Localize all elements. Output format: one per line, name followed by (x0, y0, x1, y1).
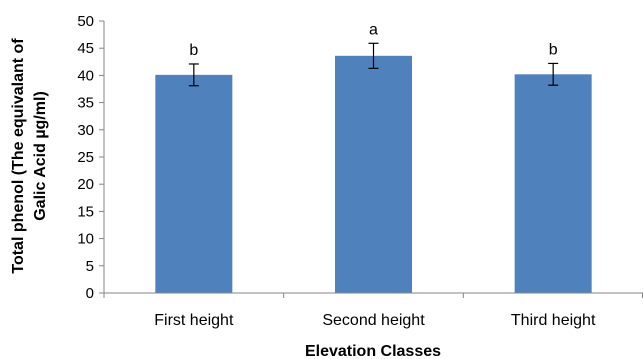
y-tick-label: 15 (77, 203, 94, 220)
y-tick-label: 35 (77, 95, 94, 112)
y-tick-label: 5 (86, 258, 94, 275)
significance-labels: b a b (189, 21, 557, 59)
y-tick-label: 30 (77, 122, 94, 139)
y-tick-label: 40 (77, 67, 94, 84)
y-axis-title-line-1: Total phenol (The equivalant of (10, 38, 27, 274)
significance-letter: a (369, 21, 378, 38)
y-axis-title: Total phenol (The equivalant of Galic Ac… (10, 38, 49, 274)
y-axis-ticks: 0 5 10 15 20 25 30 35 40 45 50 (77, 13, 104, 302)
y-tick-label: 20 (77, 176, 94, 193)
y-tick-label: 25 (77, 149, 94, 166)
x-category-label: Third height (511, 312, 596, 329)
significance-letter: b (549, 41, 558, 58)
x-category-label: Second height (322, 312, 425, 329)
bar (514, 74, 592, 293)
y-tick-label: 10 (77, 231, 94, 248)
bar (155, 74, 233, 293)
y-axis-title-line-2: Galic Acid µg/ml) (32, 91, 49, 221)
y-tick-label: 45 (77, 40, 94, 57)
bars (155, 55, 592, 293)
significance-letter: b (189, 42, 198, 59)
bar (335, 55, 412, 293)
x-axis-ticks (103, 293, 643, 298)
x-category-label: First height (154, 312, 234, 329)
x-axis-title: Elevation Classes (305, 343, 441, 359)
y-tick-label: 0 (86, 285, 94, 302)
y-tick-label: 50 (77, 13, 94, 30)
error-bars (188, 42, 559, 87)
x-axis-labels: First height Second height Third height (154, 312, 596, 329)
